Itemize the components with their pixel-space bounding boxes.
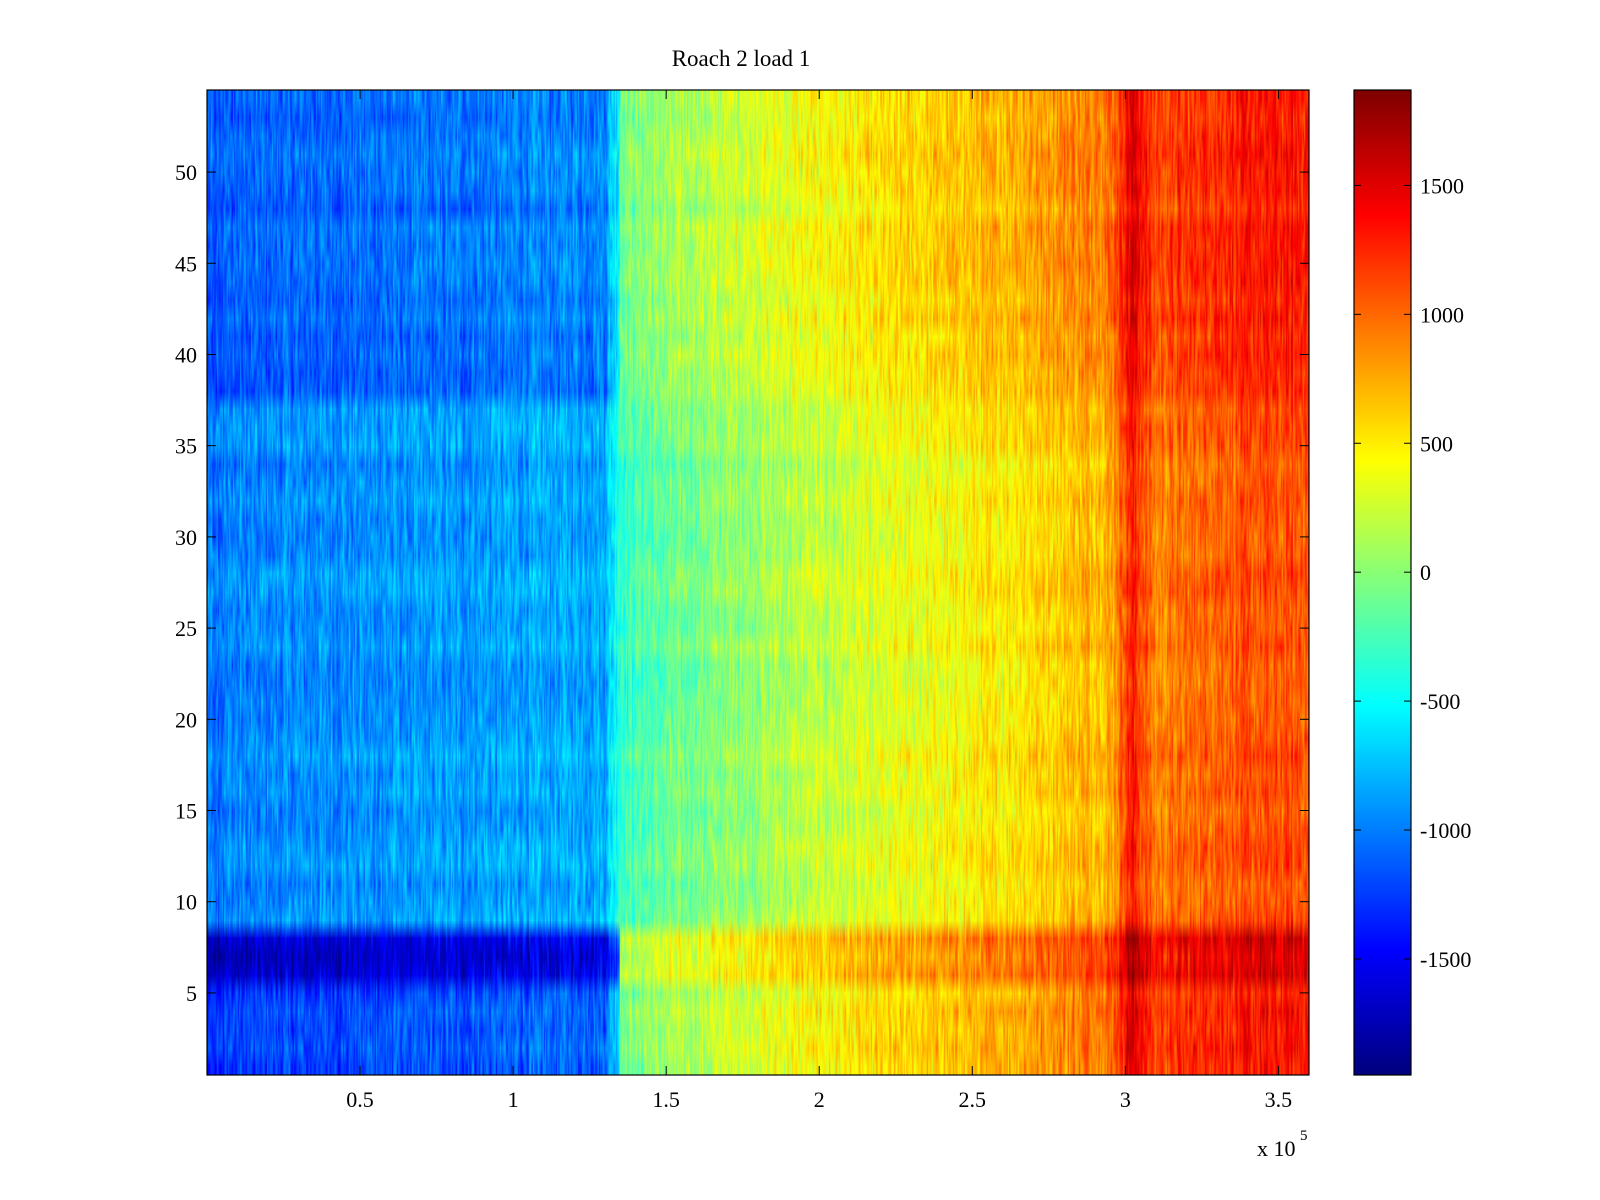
- plot-area: 0.5 1 1.5 2 2.5 3 3.5 5 10 15 20 25 30 35 40 45 50 x 10…: [175, 89, 1310, 1161]
- y-tick-label: 5: [186, 981, 197, 1006]
- x-tick-label: 3.5: [1265, 1087, 1293, 1112]
- y-tick-label: 45: [175, 251, 197, 276]
- colorbar-tick-label: 1500: [1420, 173, 1464, 198]
- colorbar-gradient: [1354, 90, 1411, 1075]
- x-tick-label: 2.5: [959, 1087, 987, 1112]
- x-tick-label: 3: [1120, 1087, 1131, 1112]
- plot-frame: [206, 89, 1310, 1076]
- y-tick-label: 25: [175, 616, 197, 641]
- colorbar: -1500 -1000 -500 0 500 1000 1500: [1353, 89, 1471, 1076]
- y-tick-label: 20: [175, 707, 197, 732]
- x-tick-label: 1: [508, 1087, 519, 1112]
- x-exponent-power: 5: [1300, 1128, 1308, 1144]
- y-tick-label: 35: [175, 434, 197, 459]
- heatmap-cells: [207, 90, 1309, 1075]
- colorbar-tick-label: 0: [1420, 560, 1431, 585]
- y-tick-label: 30: [175, 525, 197, 550]
- x-tick-label: 0.5: [346, 1087, 374, 1112]
- colorbar-tick-label: -1500: [1420, 947, 1471, 972]
- y-tick-label: 40: [175, 342, 197, 367]
- x-tick-label: 2: [814, 1087, 825, 1112]
- colorbar-frame: [1353, 89, 1412, 1076]
- x-tick-label: 1.5: [652, 1087, 680, 1112]
- colorbar-tick-label: -500: [1420, 689, 1460, 714]
- y-tick-label: 10: [175, 890, 197, 915]
- colorbar-tick-label: 1000: [1420, 302, 1464, 327]
- y-tick-label: 15: [175, 799, 197, 824]
- x-axis-ticks: 0.5 1 1.5 2 2.5 3 3.5: [346, 90, 1292, 1112]
- colorbar-tick-label: 500: [1420, 431, 1453, 456]
- colorbar-tick-label: -1000: [1420, 818, 1471, 843]
- y-tick-label: 50: [175, 160, 197, 185]
- chart-title: Roach 2 load 1: [672, 46, 811, 71]
- x-exponent-label: x 10: [1257, 1136, 1296, 1161]
- colorbar-ticks: -1500 -1000 -500 0 500 1000 1500: [1354, 173, 1471, 972]
- y-axis-ticks: 5 10 15 20 25 30 35 40 45 50: [175, 160, 1309, 1006]
